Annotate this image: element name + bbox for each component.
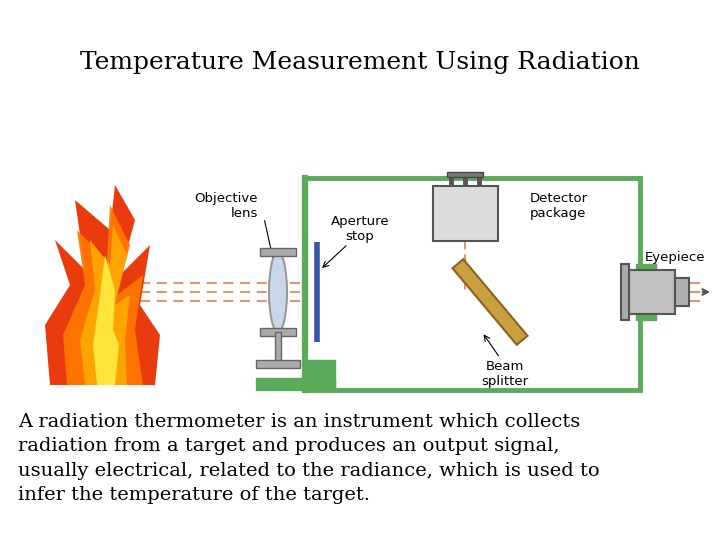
Text: Eyepiece: Eyepiece — [645, 252, 706, 265]
Ellipse shape — [269, 252, 287, 332]
Text: A radiation thermometer is an instrument which collects
radiation from a target : A radiation thermometer is an instrument… — [18, 413, 600, 504]
Bar — [256, 360, 300, 368]
Bar — [275, 332, 281, 362]
Polygon shape — [452, 259, 528, 345]
Bar — [260, 248, 296, 256]
Bar — [260, 328, 296, 336]
Text: Temperature Measurement Using Radiation: Temperature Measurement Using Radiation — [80, 51, 640, 73]
Bar — [433, 186, 498, 241]
Text: Objective
lens: Objective lens — [194, 192, 258, 220]
Bar — [621, 264, 629, 320]
Bar — [305, 360, 335, 390]
Bar — [675, 278, 689, 306]
Polygon shape — [63, 205, 143, 385]
Polygon shape — [45, 185, 160, 385]
Bar — [636, 264, 656, 320]
Bar — [256, 378, 335, 390]
Polygon shape — [93, 255, 119, 385]
Bar — [447, 172, 483, 177]
Bar — [625, 270, 675, 314]
Text: Aperture
stop: Aperture stop — [330, 215, 390, 243]
Polygon shape — [80, 225, 130, 385]
Text: Detector
package: Detector package — [530, 192, 588, 220]
Bar — [305, 178, 640, 390]
Text: Beam
splitter: Beam splitter — [482, 360, 528, 388]
